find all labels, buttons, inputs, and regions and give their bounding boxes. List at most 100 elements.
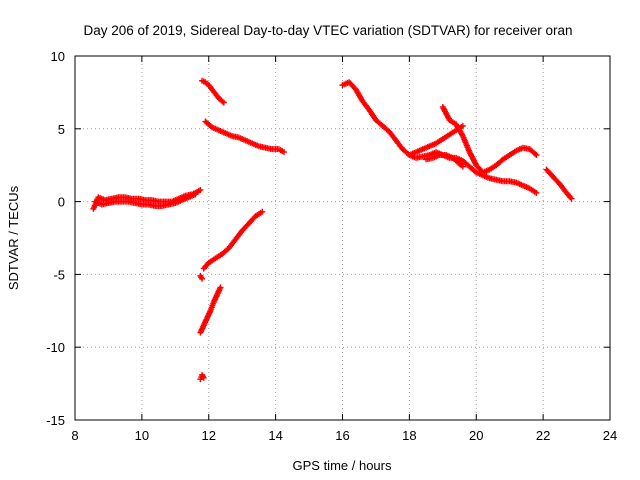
series-arc-11 [423, 152, 466, 170]
data-track [140, 201, 150, 208]
data-track [133, 200, 144, 208]
data-layer [90, 77, 575, 383]
data-track [551, 175, 562, 186]
data-track [467, 150, 479, 167]
data-track [394, 138, 405, 151]
data-point [217, 284, 224, 291]
data-track [194, 187, 202, 195]
data-track [360, 99, 372, 112]
data-point [533, 152, 540, 159]
data-track [157, 198, 167, 205]
data-track [347, 80, 358, 92]
data-track [424, 155, 435, 163]
data-point [459, 122, 466, 129]
data-track [220, 246, 231, 256]
data-track [123, 194, 134, 202]
x-tick-label: 20 [469, 428, 483, 443]
series-arc-6 [197, 272, 206, 282]
data-track [240, 221, 251, 233]
data-track [508, 148, 518, 157]
x-tick-label: 22 [536, 428, 550, 443]
series-arc-1b [92, 191, 199, 209]
x-tick-label: 14 [268, 428, 282, 443]
series-arc-12 [543, 166, 575, 202]
series-arc-10 [439, 103, 540, 176]
data-track [380, 124, 391, 134]
series-arc-9 [406, 122, 466, 159]
data-track [494, 177, 505, 184]
data-track [438, 152, 448, 159]
data-track [264, 145, 274, 152]
data-track [107, 198, 117, 206]
series-arc-3 [202, 118, 287, 156]
data-track [521, 183, 532, 191]
series-arc-4 [200, 208, 266, 272]
data-track [117, 194, 127, 201]
x-tick-label: 8 [71, 428, 78, 443]
data-track [440, 105, 452, 122]
data-track [210, 125, 221, 133]
data-track [224, 130, 234, 139]
data-track [421, 144, 431, 152]
data-track [206, 83, 214, 92]
data-track [147, 201, 157, 209]
data-track [250, 141, 261, 149]
x-tick-label: 16 [335, 428, 349, 443]
data-track [441, 132, 451, 141]
data-track [97, 194, 107, 203]
data-track [414, 146, 425, 155]
data-point [568, 195, 575, 202]
data-track [207, 256, 217, 265]
data-track [246, 214, 258, 226]
data-track [237, 135, 247, 143]
x-tick-label: 10 [135, 428, 149, 443]
data-track [374, 118, 385, 128]
series-arc-8 [339, 79, 540, 196]
data-track [387, 130, 398, 142]
data-track [544, 167, 556, 179]
data-track [528, 186, 538, 195]
data-track [214, 252, 224, 261]
data-track [444, 152, 455, 161]
data-track [150, 197, 160, 205]
data-track [481, 167, 491, 175]
data-track [434, 137, 445, 146]
grid-layer [75, 56, 610, 420]
data-track [341, 79, 351, 88]
data-track [461, 158, 472, 169]
data-track [254, 209, 264, 219]
data-track [257, 143, 267, 151]
y-tick-label: 10 [51, 49, 65, 64]
data-point [259, 208, 266, 215]
tick-layer [74, 55, 611, 421]
data-track [501, 178, 512, 185]
series-arc-5 [197, 284, 224, 336]
data-track [153, 202, 164, 209]
data-point [199, 275, 206, 282]
y-tick-label: -10 [46, 340, 65, 355]
data-track [130, 195, 140, 202]
data-track [515, 180, 525, 188]
data-track [467, 164, 478, 175]
data-track [521, 145, 532, 152]
data-track [488, 175, 498, 183]
data-track [474, 170, 485, 178]
data-track [103, 196, 114, 203]
data-track [353, 87, 365, 103]
data-track [488, 163, 498, 172]
data-point [533, 189, 540, 196]
data-point [459, 163, 466, 170]
data-track [494, 157, 505, 168]
data-track [564, 191, 574, 201]
data-track [448, 118, 458, 127]
data-track [244, 138, 254, 146]
data-track [213, 92, 221, 100]
data-track [120, 198, 130, 205]
data-track [137, 196, 147, 203]
data-track [367, 108, 378, 122]
data-track [557, 182, 569, 195]
x-tick-label: 12 [202, 428, 216, 443]
data-track [414, 153, 425, 161]
chart-title: Day 206 of 2019, Sidereal Day-to-day VTE… [84, 23, 573, 38]
